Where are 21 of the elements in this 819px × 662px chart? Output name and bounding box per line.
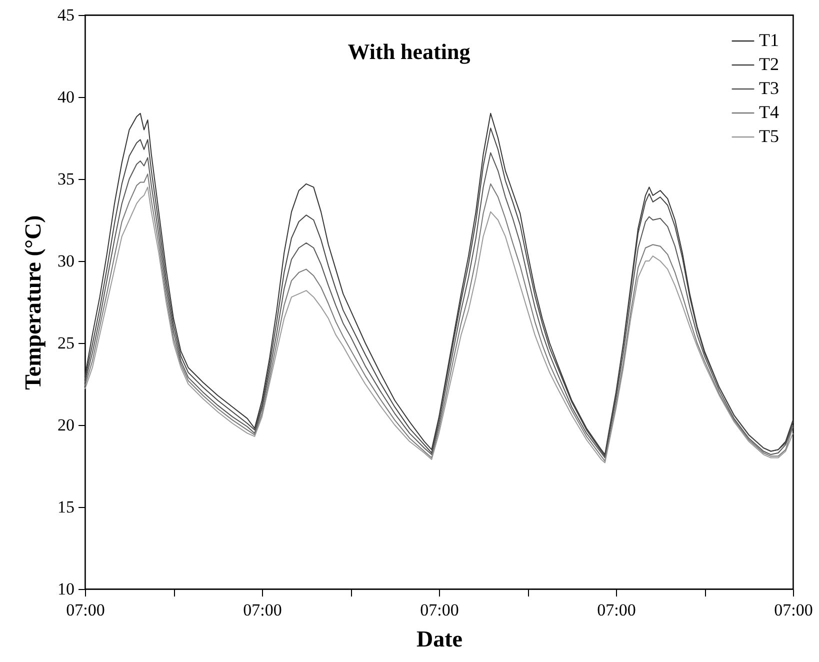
y-tick-label: 25	[58, 334, 74, 352]
legend-label: T2	[759, 54, 779, 74]
y-tick-label: 45	[58, 6, 74, 24]
x-tick-label: 07:00	[243, 600, 282, 620]
y-tick-label: 20	[58, 416, 74, 434]
x-axis-title: Date	[416, 626, 462, 652]
x-tick-label: 07:00	[597, 600, 636, 620]
legend-label: T1	[759, 30, 779, 50]
x-tick-label: 07:00	[420, 600, 459, 620]
legend-label: T4	[759, 102, 779, 122]
text: With heating	[348, 39, 470, 64]
x-tick-label: 07:00	[66, 600, 105, 620]
y-tick-label: 15	[58, 498, 74, 516]
legend-label: T5	[759, 126, 779, 146]
y-tick-label: 10	[58, 580, 74, 598]
y-tick-label: 40	[58, 88, 74, 106]
y-axis-title: Temperature (°C)	[20, 215, 46, 390]
y-tick-label: 35	[58, 170, 74, 188]
x-tick-label: 07:00	[774, 600, 813, 620]
y-tick-label: 30	[58, 252, 74, 270]
legend-label: T3	[759, 78, 779, 98]
